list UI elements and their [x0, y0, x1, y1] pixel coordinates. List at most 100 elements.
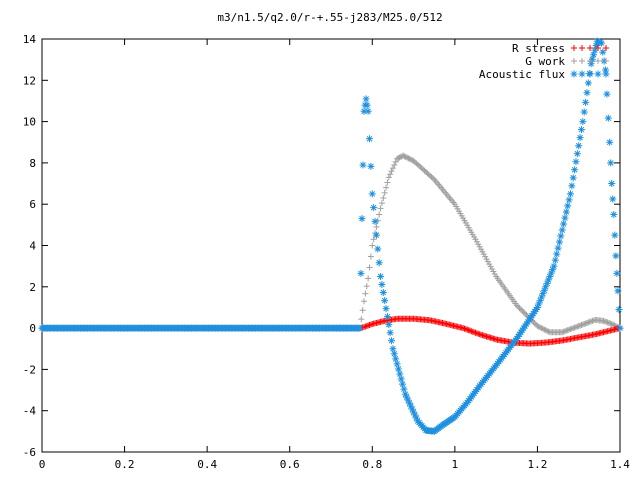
data-point-marker [558, 226, 566, 234]
data-point-marker [567, 326, 574, 333]
data-point-marker [358, 215, 366, 223]
data-point-marker [357, 269, 365, 277]
data-point-marker [570, 70, 578, 78]
data-point-marker [429, 175, 436, 182]
data-point-marker [404, 154, 411, 161]
data-point-marker [600, 317, 607, 324]
data-point-marker [542, 283, 550, 291]
data-point-marker [597, 39, 605, 47]
data-point-marker [368, 190, 376, 198]
data-point-marker [582, 98, 590, 106]
data-point-marker [553, 250, 561, 258]
data-point-marker [573, 150, 581, 158]
data-point-marker [561, 214, 569, 222]
data-point-marker [516, 305, 523, 312]
legend-label: R stress [512, 42, 565, 55]
x-tick-label: 0.4 [197, 458, 217, 471]
data-point-marker [460, 325, 467, 332]
data-point-marker [358, 316, 365, 323]
data-point-marker [603, 45, 609, 51]
axis-ticks: 0 0.2 0.4 0.6 0.8 1 1.2 1.4 -6 -4 -2 0 2 4 6 8 10 12 14 [23, 33, 631, 471]
data-point-marker [403, 393, 411, 401]
data-point-marker [384, 179, 391, 186]
data-point-marker [587, 60, 595, 68]
data-point-marker [469, 328, 476, 335]
data-point-marker [583, 319, 590, 326]
data-point-marker [578, 322, 585, 329]
data-point-marker [406, 155, 413, 162]
data-point-marker [377, 205, 384, 212]
data-point-marker [381, 189, 388, 196]
data-point-marker [561, 328, 568, 335]
data-point-marker [571, 58, 577, 64]
data-point-marker [389, 165, 396, 172]
y-tick-label: -2 [23, 363, 36, 376]
data-point-marker [590, 51, 598, 59]
x-tick-label: 0.6 [280, 458, 300, 471]
data-point-marker [605, 319, 612, 326]
data-point-marker [462, 326, 469, 333]
data-point-marker [366, 135, 374, 143]
data-point-marker [545, 328, 552, 335]
data-point-marker [595, 58, 601, 64]
data-point-marker [579, 58, 585, 64]
y-tick-label: -4 [23, 405, 37, 418]
data-point-marker [410, 408, 418, 416]
data-point-marker [587, 58, 593, 64]
data-point-marker [361, 298, 368, 305]
data-point-marker [571, 166, 579, 174]
y-tick-label: 12 [23, 74, 36, 87]
data-point-marker [366, 322, 373, 329]
data-point-marker [551, 256, 559, 264]
data-point-marker [586, 70, 594, 78]
data-point-marker [412, 414, 420, 422]
data-point-marker [531, 320, 538, 327]
data-point-marker [607, 320, 614, 327]
data-point-marker [581, 320, 588, 327]
data-point-marker [377, 272, 385, 280]
data-point-marker [517, 306, 524, 313]
data-point-marker [534, 323, 541, 330]
data-point-marker [405, 155, 412, 162]
data-point-marker [568, 182, 576, 190]
y-tick-label: 2 [29, 281, 36, 294]
data-point-marker [565, 196, 573, 204]
data-point-marker [591, 46, 599, 54]
data-point-marker [603, 90, 611, 98]
data-point-marker [393, 360, 401, 368]
legend-label: G work [525, 55, 565, 68]
data-point-marker [541, 326, 548, 333]
data-point-marker [359, 161, 367, 169]
y-tick-label: -6 [23, 446, 36, 459]
data-point-marker [515, 303, 522, 310]
data-point-marker [392, 158, 399, 165]
data-point-marker [466, 327, 473, 334]
data-point-marker [513, 302, 520, 309]
data-point-marker [564, 327, 571, 334]
data-point-marker [608, 180, 616, 188]
data-point-marker [611, 231, 619, 239]
data-point-marker [554, 244, 562, 252]
data-point-marker [569, 174, 577, 182]
data-point-marker [586, 318, 593, 325]
data-point-marker [564, 202, 572, 210]
data-point-marker [375, 259, 383, 267]
data-point-marker [592, 42, 600, 50]
data-point-marker [468, 328, 475, 335]
data-point-marker [568, 325, 575, 332]
x-tick-label: 0.8 [362, 458, 382, 471]
data-point-marker [362, 290, 369, 297]
data-point-marker [366, 264, 373, 271]
data-point-marker [376, 211, 383, 218]
y-tick-label: 0 [29, 322, 36, 335]
series-acoustic-flux [38, 37, 624, 435]
data-point-marker [396, 370, 404, 378]
data-point-marker [603, 58, 609, 64]
x-tick-label: 1.4 [610, 458, 630, 471]
data-point-marker [394, 365, 402, 373]
data-point-marker [363, 323, 370, 330]
data-point-marker [364, 107, 372, 115]
data-point-marker [602, 66, 610, 74]
y-tick-label: 6 [29, 198, 36, 211]
